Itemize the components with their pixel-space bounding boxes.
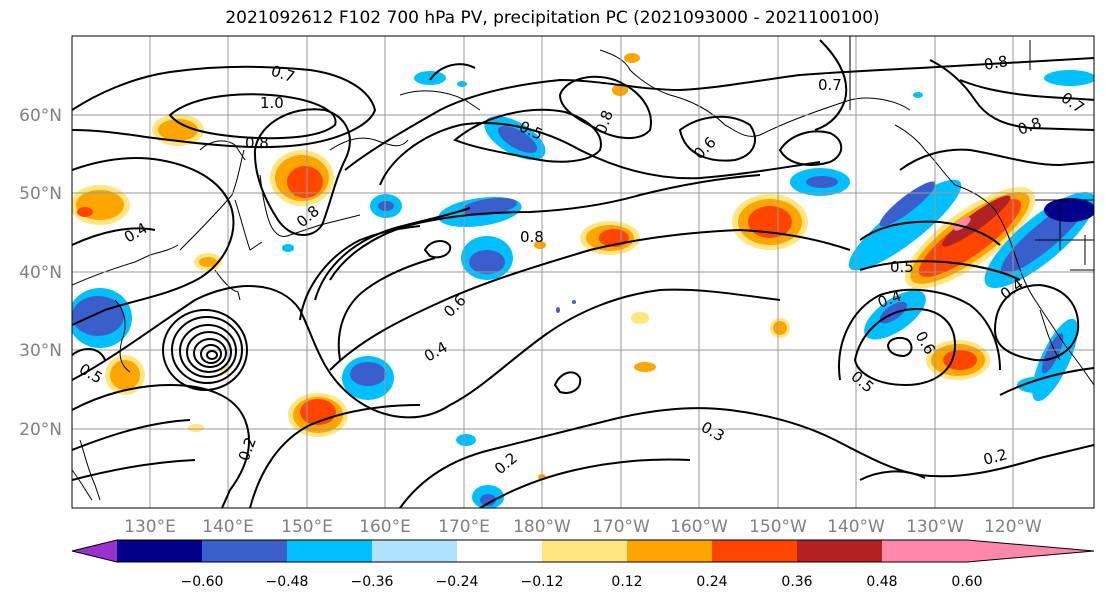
lon-label: 150°E bbox=[281, 517, 333, 537]
lat-label: 20°N bbox=[19, 420, 62, 440]
latitude-labels: 60°N 50°N 40°N 30°N 20°N bbox=[19, 106, 62, 440]
longitude-labels: 130°E 140°E 150°E 160°E 170°E 180°W 170°… bbox=[124, 517, 1042, 537]
map-figure: 0.7 1.0 0.8 0.5 0.8 0.6 0.7 0.8 0.4 0.8 … bbox=[0, 0, 1105, 601]
colorbar-tick: 0.60 bbox=[951, 574, 982, 590]
colorbar-segment bbox=[202, 540, 287, 562]
colorbar: −0.60 −0.48 −0.36 −0.24 −0.12 0.12 0.24 … bbox=[72, 540, 1094, 590]
lon-label: 180°W bbox=[513, 517, 571, 537]
colorbar-segment bbox=[712, 540, 797, 562]
colorbar-segment bbox=[797, 540, 882, 562]
lon-label: 150°W bbox=[749, 517, 807, 537]
svg-text:0.7: 0.7 bbox=[818, 76, 842, 94]
colorbar-extend-low bbox=[72, 540, 117, 562]
svg-text:0.8: 0.8 bbox=[245, 134, 269, 152]
colorbar-tick: 0.48 bbox=[866, 574, 897, 590]
lon-label: 160°W bbox=[670, 517, 728, 537]
colorbar-segment bbox=[287, 540, 372, 562]
colorbar-tick: −0.12 bbox=[521, 574, 564, 590]
colorbar-tick-labels: −0.60 −0.48 −0.36 −0.24 −0.12 0.12 0.24 … bbox=[181, 574, 983, 590]
colorbar-segment bbox=[542, 540, 627, 562]
colorbar-segment bbox=[882, 540, 967, 562]
svg-text:0.8: 0.8 bbox=[520, 228, 544, 246]
colorbar-segment bbox=[372, 540, 457, 562]
svg-text:1.0: 1.0 bbox=[260, 94, 284, 112]
lon-label: 130°E bbox=[124, 517, 176, 537]
lon-label: 140°W bbox=[827, 517, 885, 537]
colorbar-segment bbox=[457, 540, 542, 562]
colorbar-tick: 0.36 bbox=[781, 574, 812, 590]
lon-label: 140°E bbox=[202, 517, 254, 537]
colorbar-tick: −0.36 bbox=[351, 574, 394, 590]
lon-label: 160°E bbox=[359, 517, 411, 537]
lat-label: 50°N bbox=[19, 184, 62, 204]
svg-text:0.5: 0.5 bbox=[890, 258, 914, 276]
colorbar-tick: 0.12 bbox=[611, 574, 642, 590]
lat-label: 40°N bbox=[19, 263, 62, 283]
colorbar-tick: −0.24 bbox=[436, 574, 479, 590]
lon-label: 170°E bbox=[438, 517, 490, 537]
colorbar-tick: −0.60 bbox=[181, 574, 224, 590]
lon-label: 120°W bbox=[984, 517, 1042, 537]
colorbar-segment bbox=[627, 540, 712, 562]
lat-label: 60°N bbox=[19, 106, 62, 126]
colorbar-segment bbox=[117, 540, 202, 562]
colorbar-extend-high bbox=[967, 540, 1094, 562]
lon-label: 130°W bbox=[906, 517, 964, 537]
lat-label: 30°N bbox=[19, 341, 62, 361]
colorbar-tick: 0.24 bbox=[696, 574, 727, 590]
lon-label: 170°W bbox=[592, 517, 650, 537]
colorbar-tick: −0.48 bbox=[266, 574, 309, 590]
